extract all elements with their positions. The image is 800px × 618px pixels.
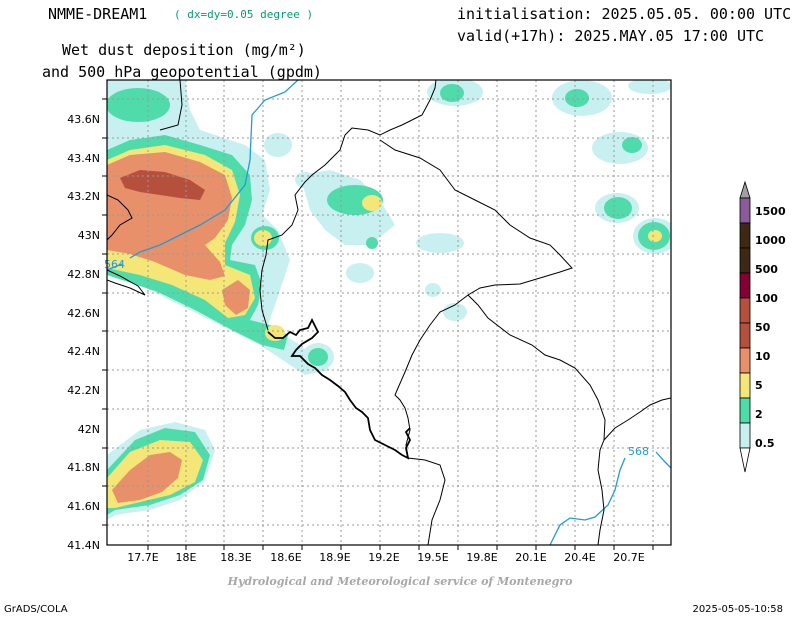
legend-bottom-arrow	[739, 447, 751, 473]
lat-label: 42.4N	[67, 345, 100, 358]
lat-label: 42.2N	[67, 384, 100, 397]
contour-label-564: 564	[104, 258, 125, 271]
map-title-line1: Wet dust deposition (mg/m²)	[62, 41, 306, 59]
legend-swatch	[739, 222, 751, 249]
lon-label: 17.7E	[127, 551, 158, 564]
deposition-map: 564 568 17.7E 18E 18.3E 18.	[67, 79, 786, 564]
lat-label: 41.4N	[67, 539, 100, 552]
legend-label: 50	[755, 321, 771, 334]
legend-label: 10	[755, 350, 771, 363]
legend-label: 0.5	[755, 437, 775, 450]
lat-label: 43.6N	[67, 113, 100, 126]
legend-swatch	[739, 197, 751, 224]
lon-label: 20.7E	[613, 551, 644, 564]
legend-swatch	[739, 297, 751, 324]
lon-label: 19.2E	[368, 551, 399, 564]
lat-label: 43.4N	[67, 152, 100, 165]
footer-timestamp: 2025-05-05-10:58	[692, 604, 783, 615]
contour-label-568: 568	[628, 445, 649, 458]
lat-label: 42.6N	[67, 307, 100, 320]
legend-label: 1500	[755, 205, 786, 218]
legend-swatch	[739, 322, 751, 349]
footer-software: GrADS/COLA	[4, 604, 68, 615]
lat-label: 42N	[78, 423, 100, 436]
lat-label: 41.8N	[67, 461, 100, 474]
legend-swatch	[739, 422, 751, 449]
initialisation-time: initialisation: 2025.05.05. 00:00 UTC	[457, 5, 792, 23]
lon-label: 20.4E	[564, 551, 595, 564]
latitude-labels: 43.6N 43.4N 43.2N 43N 42.8N 42.6N 42.4N …	[67, 113, 100, 552]
geopotential-contours	[107, 80, 671, 545]
lat-label: 42.8N	[67, 268, 100, 281]
legend-label: 5	[755, 379, 763, 392]
lon-label: 18.6E	[270, 551, 301, 564]
legend-swatch	[739, 397, 751, 424]
legend-label: 100	[755, 292, 778, 305]
longitude-labels: 17.7E 18E 18.3E 18.6E 18.9E 19.2E 19.5E …	[127, 551, 644, 564]
lat-label: 43N	[78, 229, 100, 242]
legend-label: 2	[755, 408, 763, 421]
footer-credit: Hydrological and Meteorological service …	[227, 575, 573, 588]
legend-label: 1000	[755, 234, 786, 247]
lon-label: 18.3E	[220, 551, 251, 564]
lon-label: 18E	[176, 551, 197, 564]
legend-swatch	[739, 272, 751, 299]
lon-label: 19.5E	[417, 551, 448, 564]
lat-label: 43.2N	[67, 190, 100, 203]
legend-swatch	[739, 372, 751, 399]
legend-top-arrow	[739, 180, 751, 199]
deposition-field	[107, 80, 671, 520]
contour-labels: 564 568	[104, 258, 649, 458]
legend-swatch	[739, 247, 751, 274]
deposition-level-50	[120, 170, 205, 200]
lat-label: 41.6N	[67, 500, 100, 513]
model-name: NMME-DREAM1	[48, 5, 148, 23]
coastline	[267, 317, 412, 460]
lon-label: 19.8E	[466, 551, 497, 564]
lon-label: 18.9E	[319, 551, 350, 564]
legend-swatch	[739, 347, 751, 374]
lon-label: 20.1E	[515, 551, 546, 564]
country-borders	[107, 80, 671, 545]
color-legend: 0.5 2 5 10 50 100 500 1000 1500	[739, 180, 786, 473]
legend-label: 500	[755, 263, 778, 276]
valid-time: valid(+17h): 2025.MAY.05 17:00 UTC	[457, 27, 765, 45]
map-title-line2: and 500 hPa geopotential (gpdm)	[42, 63, 322, 81]
map-frame	[106, 79, 672, 546]
axis-ticks	[102, 98, 654, 550]
model-resolution: ( dx=dy=0.05 degree )	[174, 8, 314, 21]
